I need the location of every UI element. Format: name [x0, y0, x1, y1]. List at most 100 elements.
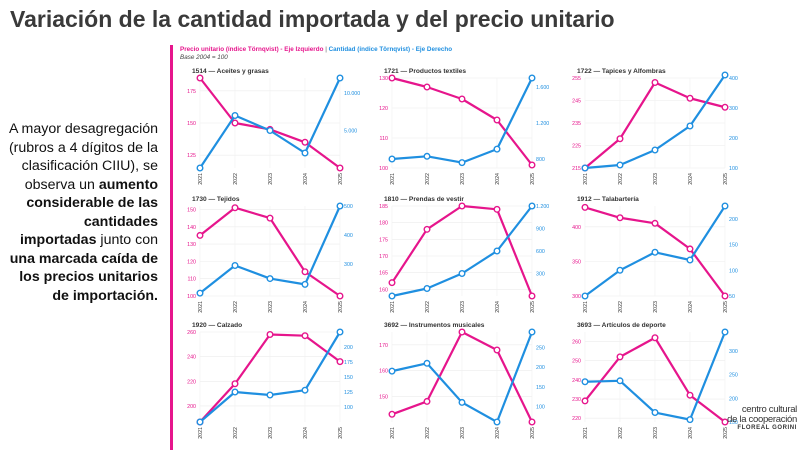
quantity-point [231, 262, 239, 270]
quantity-point [423, 284, 431, 292]
chart-title: 1730 — Tejidos [192, 196, 240, 203]
quantity-point [721, 202, 729, 210]
right-tick-label: 5.000 [344, 129, 357, 135]
x-tick-label: 2022 [618, 301, 624, 313]
price-point [423, 83, 431, 91]
right-tick-label: 200 [536, 365, 545, 371]
quantity-point [651, 146, 659, 154]
left-tick-label: 100 [187, 294, 196, 300]
price-point [388, 279, 396, 287]
price-point [721, 292, 729, 300]
left-tick-label: 350 [572, 259, 581, 265]
quantity-point [581, 292, 589, 300]
left-tick-label: 165 [379, 271, 388, 277]
x-tick-label: 2025 [723, 301, 729, 313]
brand-logo: centro cultural de la cooperación FLOREA… [727, 405, 797, 432]
x-tick-label: 2024 [303, 173, 309, 185]
quantity-point [721, 71, 729, 79]
right-tick-label: 800 [536, 157, 545, 163]
x-tick-label: 2022 [425, 301, 431, 313]
right-tick-label: 100 [344, 405, 353, 411]
price-point [423, 397, 431, 405]
left-tick-label: 100 [379, 166, 388, 172]
x-tick-label: 2025 [338, 301, 344, 313]
left-tick-label: 150 [187, 121, 196, 127]
quantity-point [301, 386, 309, 394]
right-tick-label: 1.600 [536, 85, 549, 91]
right-tick-label: 1.200 [536, 121, 549, 127]
price-point [388, 410, 396, 418]
description-part-1: A mayor desagregación (rubros a 4 dígito… [8, 121, 158, 193]
quantity-point [528, 74, 536, 82]
left-tick-label: 240 [572, 378, 581, 384]
right-tick-label: 200 [729, 396, 738, 402]
quantity-point [581, 378, 589, 386]
right-tick-label: 250 [536, 346, 545, 352]
legend-base-note: Base 2004 = 100 [180, 54, 228, 61]
logo-line-2: de la cooperación [727, 413, 797, 425]
left-tick-label: 175 [379, 237, 388, 243]
chart-legend: Precio unitario (índice Törnqvist) - Eje… [180, 46, 452, 53]
right-tick-label: 900 [536, 227, 545, 233]
x-tick-label: 2022 [233, 427, 239, 439]
x-tick-label: 2024 [495, 301, 501, 313]
right-tick-label: 100 [729, 166, 738, 172]
x-tick-label: 2024 [303, 427, 309, 439]
x-tick-label: 2024 [303, 301, 309, 313]
quantity-point [458, 159, 466, 167]
quantity-point [493, 247, 501, 255]
right-tick-label: 10.000 [344, 91, 360, 97]
quantity-point [388, 292, 396, 300]
left-tick-label: 235 [572, 121, 581, 127]
x-tick-label: 2021 [198, 173, 204, 185]
price-point [336, 292, 344, 300]
left-tick-label: 140 [187, 225, 196, 231]
price-point [616, 135, 624, 143]
x-tick-label: 2021 [198, 427, 204, 439]
right-tick-label: 600 [536, 249, 545, 255]
x-tick-label: 2023 [460, 173, 466, 185]
x-tick-label: 2022 [425, 427, 431, 439]
quantity-point [266, 275, 274, 283]
chart-title: 1920 — Calzado [192, 322, 242, 329]
x-tick-label: 2023 [268, 301, 274, 313]
right-tick-label: 300 [729, 106, 738, 112]
price-point [721, 418, 729, 426]
price-point [616, 214, 624, 222]
accent-divider [170, 45, 173, 450]
price-point [458, 202, 466, 210]
quantity-point [423, 152, 431, 160]
price-point [196, 231, 204, 239]
x-tick-label: 2024 [495, 173, 501, 185]
chart-title: 1810 — Prendas de vestir [384, 196, 464, 203]
price-point [388, 74, 396, 82]
price-point [493, 346, 501, 354]
left-tick-label: 260 [572, 340, 581, 346]
right-tick-label: 300 [344, 262, 353, 268]
quantity-point [301, 149, 309, 157]
price-point [528, 161, 536, 169]
logo-line-3: FLOREAL GORINI [737, 425, 797, 431]
x-tick-label: 2023 [460, 301, 466, 313]
description-highlight-1: aumento considerable de las cantidades i… [19, 176, 158, 249]
right-tick-label: 200 [729, 217, 738, 223]
left-tick-label: 200 [187, 404, 196, 410]
right-tick-label: 150 [536, 385, 545, 391]
left-tick-label: 230 [572, 397, 581, 403]
chart-title: 1722 — Tapices y Alfombras [577, 68, 666, 75]
quantity-point [336, 202, 344, 210]
quantity-point [388, 155, 396, 163]
right-tick-label: 400 [344, 233, 353, 239]
quantity-point [336, 74, 344, 82]
price-point [721, 103, 729, 111]
left-tick-label: 160 [379, 287, 388, 293]
chart-panel: 1912 — Talabartería 300 350 400 50 100 150 200 2… [572, 196, 738, 313]
left-tick-label: 150 [187, 207, 196, 213]
quantity-point [686, 256, 694, 264]
price-point [301, 332, 309, 340]
price-point [616, 353, 624, 361]
right-tick-label: 250 [729, 373, 738, 379]
price-point [196, 74, 204, 82]
left-tick-label: 250 [572, 359, 581, 365]
